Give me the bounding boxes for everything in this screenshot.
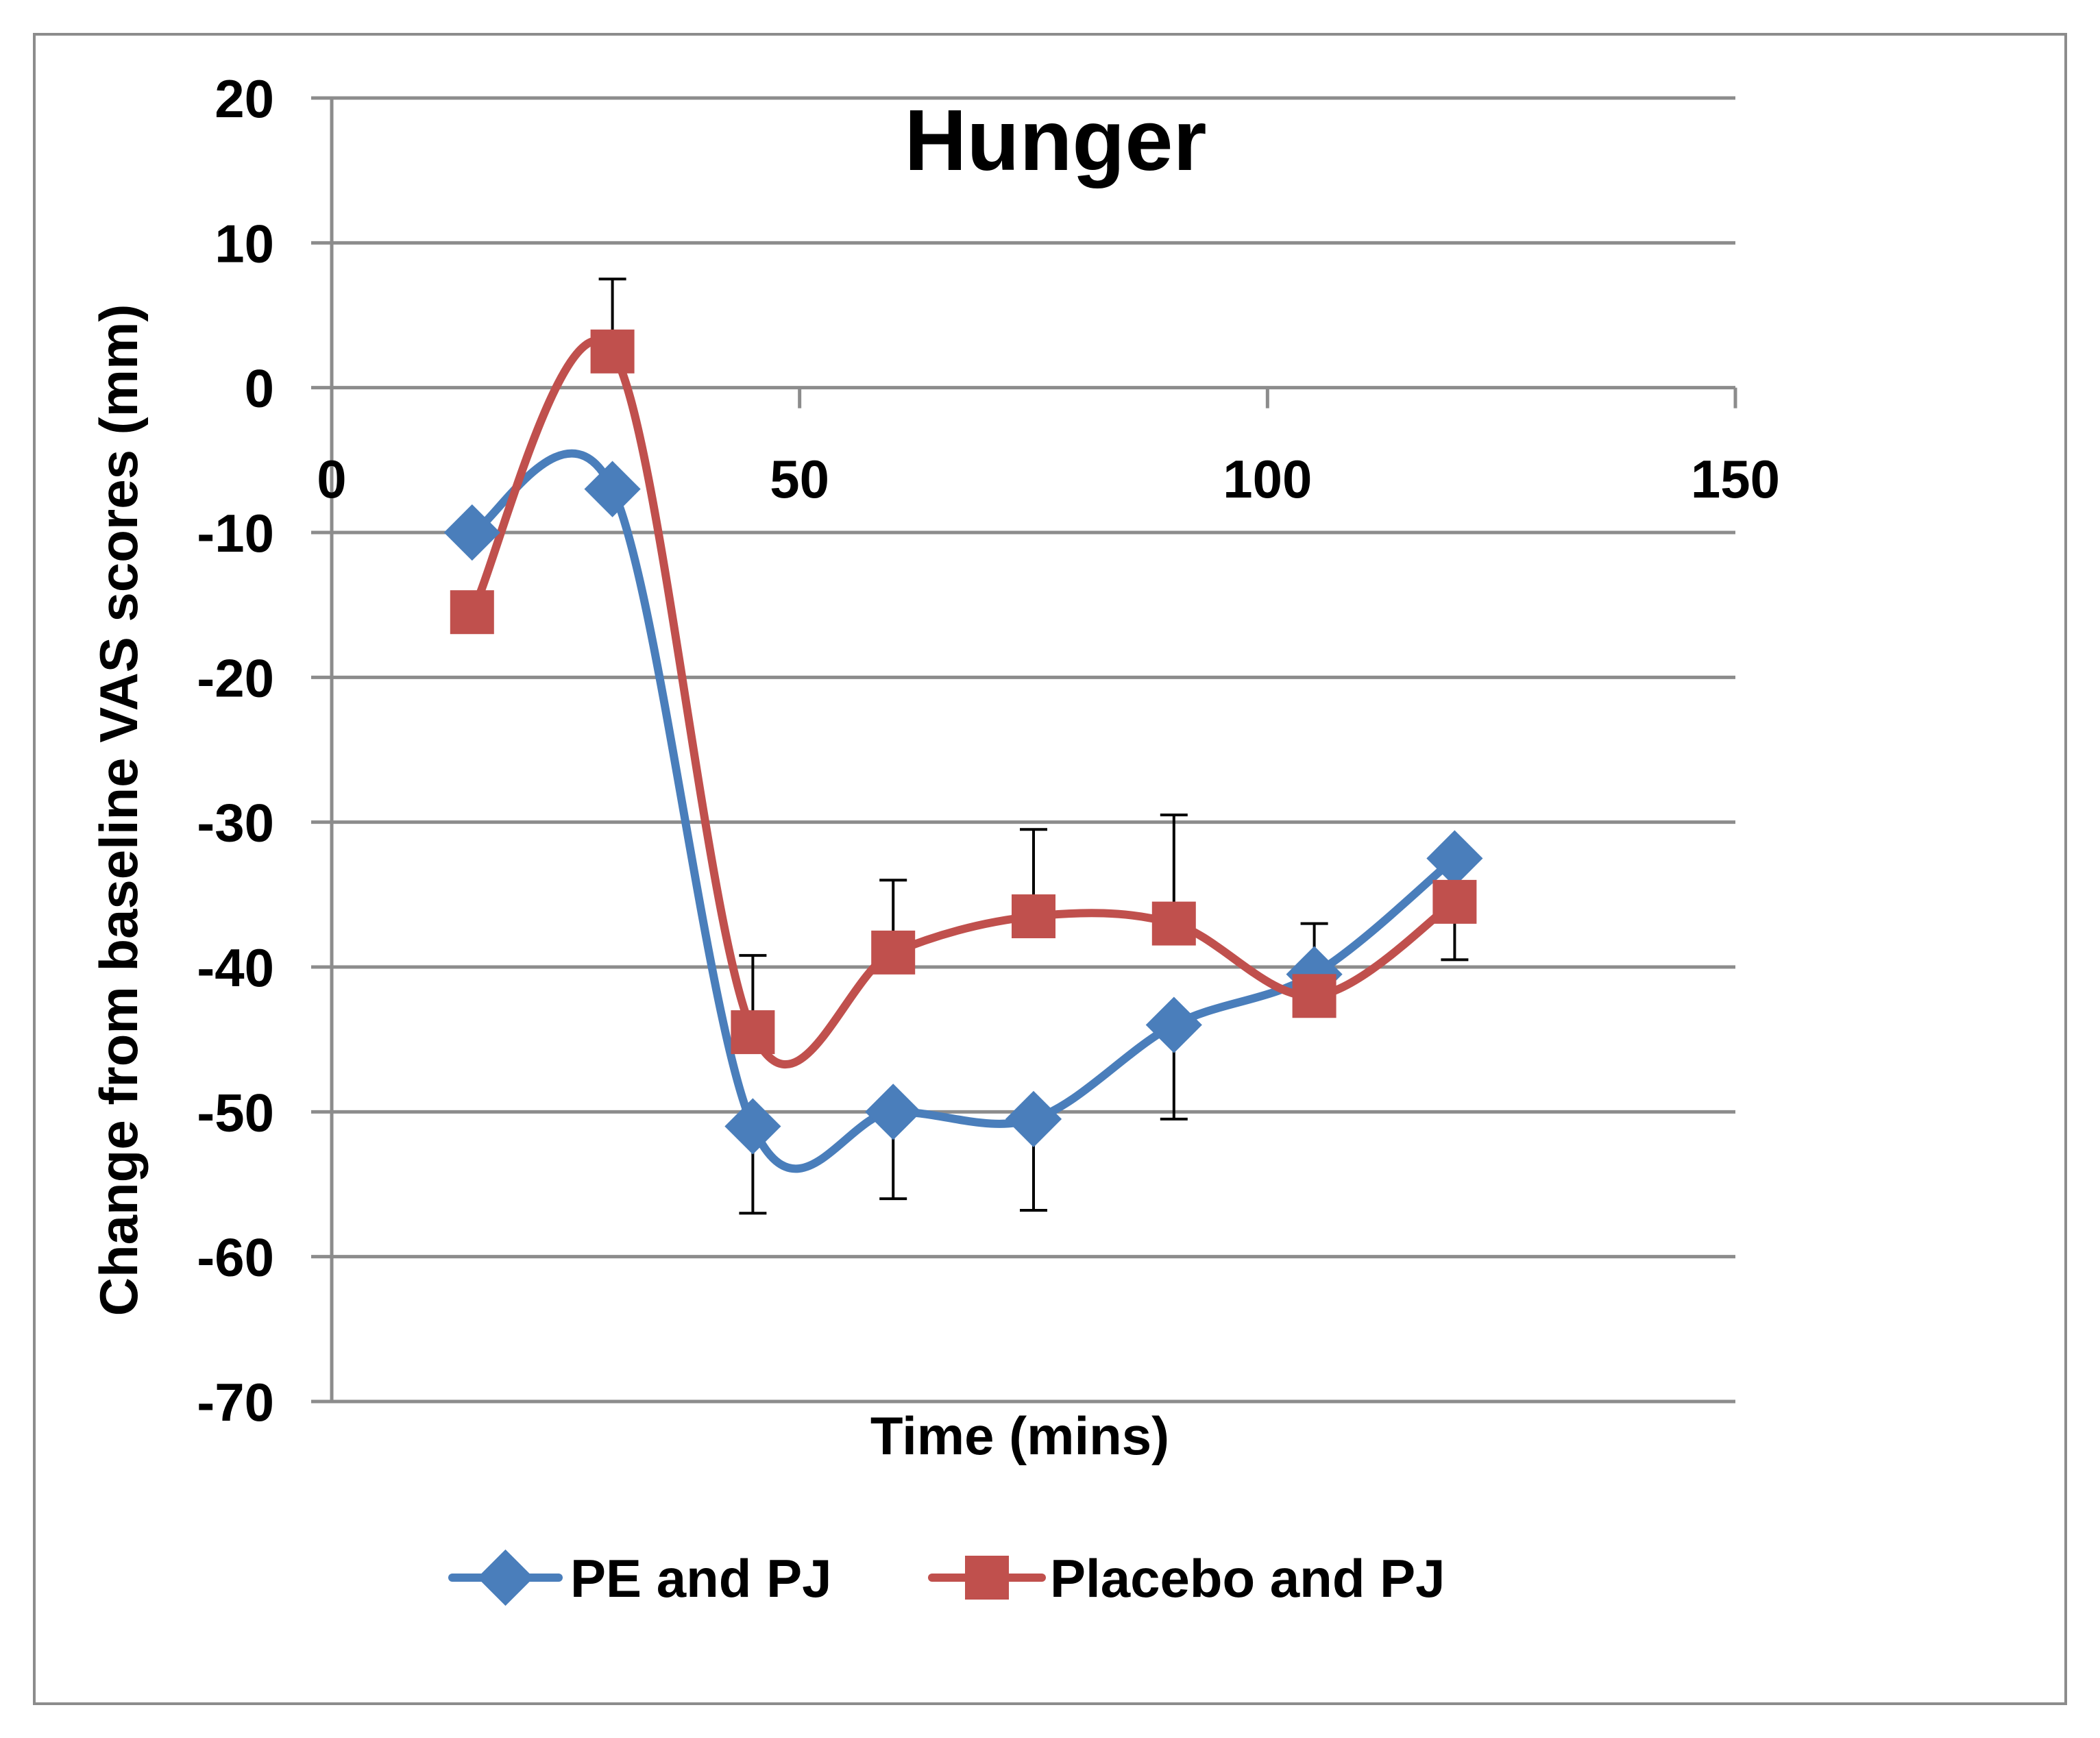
y-tick-label: -20 (197, 648, 274, 708)
y-tick-label: 20 (215, 69, 274, 129)
pe-and-pj-line (467, 449, 1459, 1173)
x-axis-label: Time (mins) (870, 1406, 1169, 1466)
pe-and-pj-point (1005, 1090, 1062, 1147)
legend-marker-pe-and-pj (477, 1549, 534, 1606)
legend-label-placebo-and-pj: Placebo and PJ (1050, 1548, 1445, 1608)
y-tick-label: 0 (245, 358, 274, 419)
y-tick-label: -10 (197, 503, 274, 563)
y-axis-label: Change from baseline VAS scores (mm) (88, 304, 149, 1317)
pe-and-pj-point (443, 504, 500, 561)
y-tick-label: -50 (197, 1082, 274, 1142)
x-tick-label: 50 (770, 449, 829, 509)
x-tick-label: 100 (1223, 449, 1312, 509)
placebo-and-pj-point (590, 329, 635, 374)
chart-title: Hunger (905, 92, 1207, 188)
y-tick-label: 10 (215, 213, 274, 273)
error-bars (598, 278, 1469, 1215)
legend: PE and PJ Placebo and PJ (448, 1548, 1445, 1608)
placebo-and-pj-point (1292, 974, 1336, 1018)
x-tick-label: 150 (1691, 449, 1780, 509)
gridlines (332, 96, 1735, 1404)
pe-and-pj-point (584, 461, 641, 517)
y-tick-label: -60 (197, 1227, 274, 1288)
legend-marker-placebo-and-pj (965, 1556, 1009, 1600)
placebo-and-pj-point (731, 1010, 775, 1055)
placebo-and-pj-point (871, 930, 916, 975)
pe-and-pj-point (724, 1098, 781, 1155)
placebo-and-pj-point (1432, 879, 1477, 924)
pe-and-pj-point (865, 1084, 922, 1140)
series-markers (443, 329, 1483, 1155)
y-tick-label: -70 (197, 1372, 274, 1432)
legend-label-pe-and-pj: PE and PJ (570, 1548, 831, 1608)
placebo-and-pj-point (1151, 901, 1196, 946)
placebo-and-pj-point (450, 590, 494, 635)
y-tick-label: -40 (197, 938, 274, 998)
placebo-and-pj-point (1012, 894, 1055, 939)
x-tick-label: 0 (317, 449, 346, 509)
pe-and-pj-point (1145, 996, 1202, 1053)
chart-frame (33, 33, 2067, 1705)
y-tick-label: -30 (197, 793, 274, 853)
